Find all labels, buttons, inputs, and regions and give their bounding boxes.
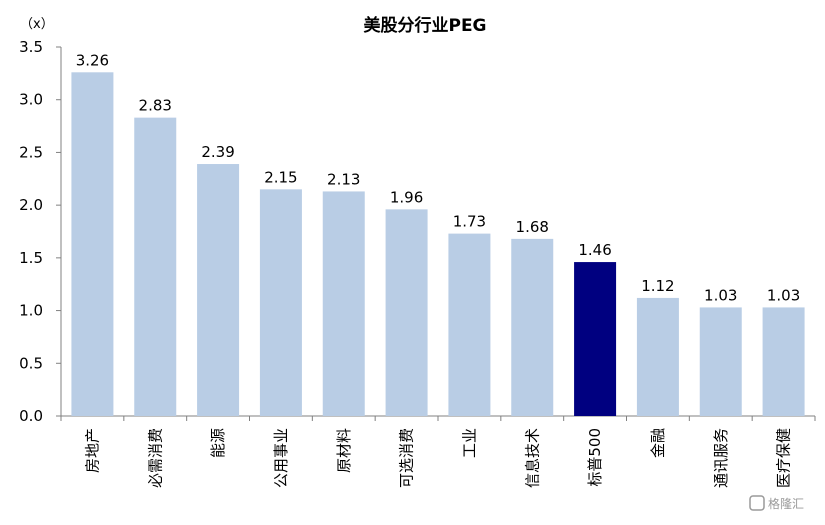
data-label-7: 1.68 [516, 218, 549, 236]
y-tick-label: 3.5 [19, 38, 43, 56]
category-label-8: 标普500 [586, 428, 604, 487]
bar-5 [385, 209, 428, 416]
y-tick-label: 1.0 [19, 302, 43, 320]
data-label-5: 1.96 [390, 188, 423, 206]
chart-title: 美股分行业PEG [363, 15, 486, 36]
data-label-2: 2.39 [201, 143, 234, 161]
data-label-6: 1.73 [453, 213, 486, 231]
data-label-9: 1.12 [641, 277, 674, 295]
category-label-3: 公用事业 [272, 428, 290, 488]
y-tick-label: 1.5 [19, 249, 43, 267]
bar-2 [197, 164, 240, 416]
data-label-3: 2.15 [264, 168, 297, 186]
bar-8 [574, 262, 617, 416]
data-labels: 3.26 2.83 2.39 2.15 2.13 1.96 1.73 1.68 1.46 1.12… [76, 51, 801, 304]
category-label-2: 能源 [209, 428, 227, 458]
category-label-4: 原材料 [335, 428, 353, 473]
y-tick-label: 2.0 [19, 196, 43, 214]
y-tick-label: 0.0 [19, 407, 43, 425]
bar-4 [322, 191, 365, 416]
bar-0 [71, 72, 114, 416]
category-label-0: 房地产 [83, 428, 101, 473]
data-label-8: 1.46 [578, 241, 611, 259]
data-label-10: 1.03 [704, 286, 737, 304]
bar-10 [699, 307, 742, 416]
bar-6 [448, 233, 491, 416]
category-label-10: 通讯服务 [712, 428, 730, 488]
bars [71, 72, 805, 416]
y-axis: 0.0 0.5 1.0 1.5 2.0 2.5 3.0 3.5 [19, 38, 62, 425]
category-label-7: 信息技术 [523, 428, 541, 488]
y-unit-label: （x） [20, 17, 54, 32]
data-label-4: 2.13 [327, 170, 360, 188]
data-label-1: 2.83 [139, 97, 172, 115]
bar-9 [636, 297, 679, 416]
watermark-text: 格隆汇 [768, 496, 804, 511]
watermark-logo-icon [749, 495, 765, 511]
y-tick-label: 2.5 [19, 143, 43, 161]
category-label-6: 工业 [460, 428, 478, 458]
bar-1 [134, 117, 177, 416]
category-label-1: 必需消费 [146, 428, 164, 488]
category-label-9: 金融 [649, 428, 667, 458]
category-label-11: 医疗保健 [775, 428, 793, 488]
bar-3 [259, 189, 302, 416]
y-tick-label: 0.5 [19, 354, 43, 372]
category-labels: 房地产 必需消费 能源 公用事业 原材料 可选消费 工业 信息技术 标普500 金融 通讯服务 医疗保… [83, 428, 792, 488]
category-label-5: 可选消费 [398, 428, 416, 488]
bar-7 [511, 238, 554, 416]
data-label-0: 3.26 [76, 51, 109, 69]
x-axis [60, 415, 816, 421]
y-tick-label: 3.0 [19, 91, 43, 109]
data-label-11: 1.03 [767, 286, 800, 304]
watermark: 格隆汇 [749, 495, 804, 511]
bar-11 [762, 307, 805, 416]
